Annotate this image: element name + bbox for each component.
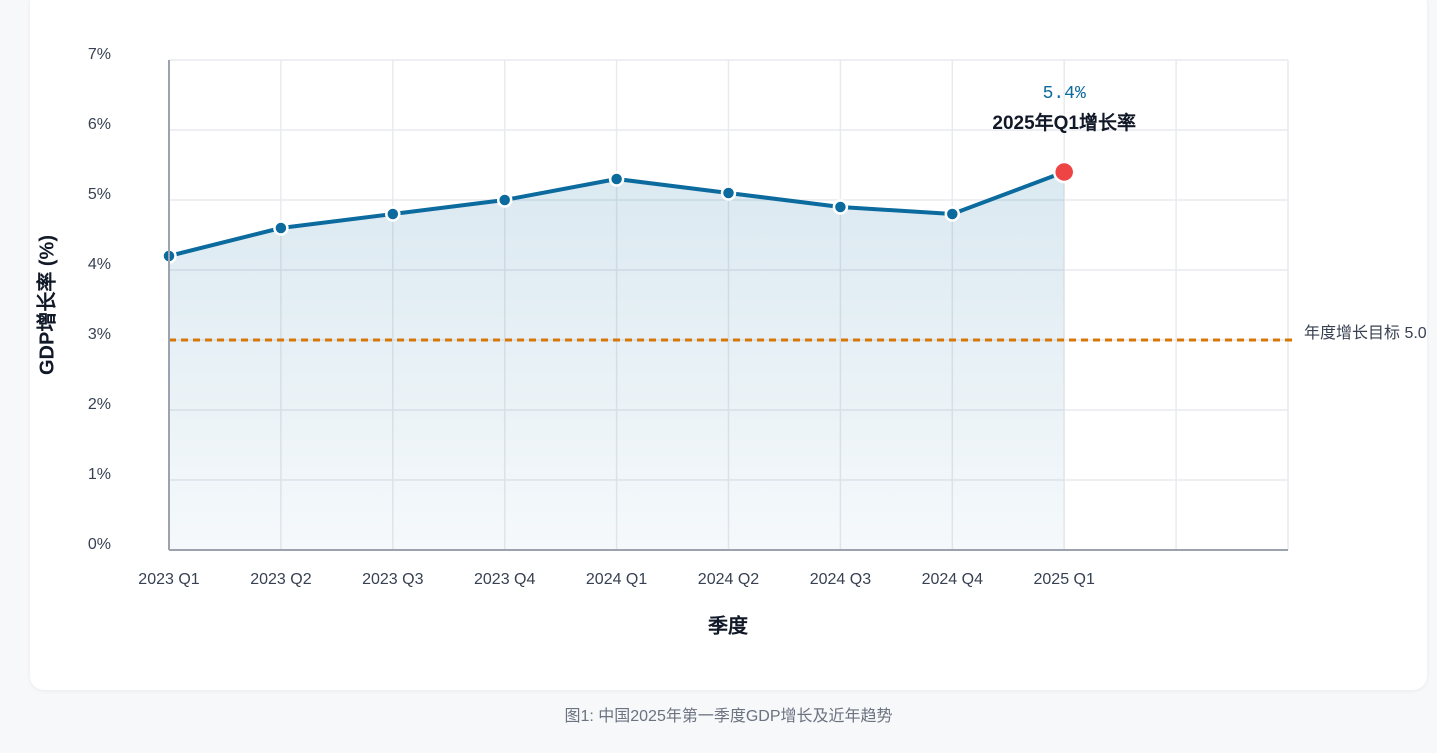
highlight-point	[1052, 160, 1076, 184]
x-tick-label: 2024 Q3	[810, 571, 871, 588]
y-tick-label: 5%	[88, 186, 111, 203]
value-label: 5.4%	[1043, 84, 1086, 104]
x-tick-label: 2023 Q1	[138, 571, 199, 588]
x-tick-label: 2023 Q2	[250, 571, 311, 588]
x-axis-label: 季度	[707, 613, 749, 637]
reference-label: 年度增长目标 5.0	[1304, 324, 1427, 342]
y-tick-label: 1%	[88, 466, 111, 483]
point	[832, 199, 849, 215]
x-tick-label: 2025 Q1	[1034, 571, 1095, 588]
x-tick-label: 2023 Q3	[362, 571, 423, 588]
x-tick-label: 2024 Q1	[586, 571, 647, 588]
point	[385, 206, 401, 222]
point	[273, 220, 289, 236]
x-tick-label: 2024 Q2	[698, 571, 759, 588]
annotation: 2025年Q1增长率	[992, 111, 1136, 134]
y-tick-label: 7%	[88, 46, 111, 63]
y-axis-label: GDP增长率 (%)	[34, 235, 58, 375]
y-tick-label: 3%	[88, 326, 111, 343]
point	[944, 206, 961, 222]
point	[608, 171, 625, 187]
point	[720, 185, 737, 201]
y-tick-label: 0%	[88, 536, 111, 553]
x-tick-label: 2024 Q4	[922, 571, 983, 588]
x-tick-label: 2023 Q4	[474, 571, 535, 588]
y-tick-label: 6%	[88, 116, 111, 133]
y-tick-label: 4%	[88, 256, 111, 273]
caption: 图1: 中国2025年第一季度GDP增长及近年趋势	[564, 708, 893, 725]
area	[169, 172, 1065, 550]
point	[496, 192, 513, 208]
chart: GDP增长率 (%) 季度 0% 1% 2% 3% 4% 5% 6% 7% 2023 Q1 202…	[34, 46, 1427, 637]
y-tick-label: 2%	[88, 396, 111, 413]
